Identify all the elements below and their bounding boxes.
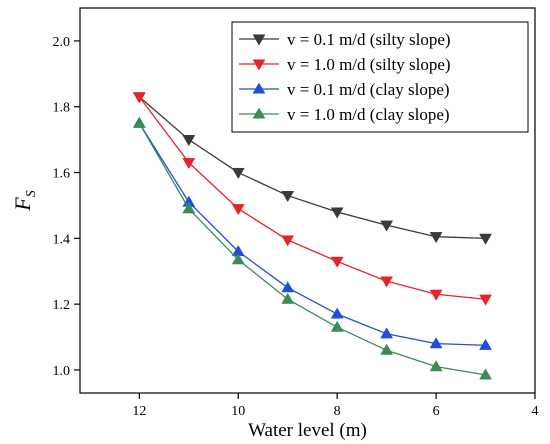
x-tick-label: 6	[433, 404, 440, 419]
plot-marks	[132, 92, 492, 380]
legend-box	[231, 21, 529, 133]
data-point	[330, 207, 344, 219]
data-point	[380, 343, 394, 355]
legend-label: v = 0.1 m/d (silty slope)	[287, 30, 451, 49]
plot-frame	[79, 7, 536, 394]
legend-marker	[252, 59, 266, 71]
data-point	[132, 92, 146, 104]
series-line	[138, 122, 486, 376]
data-point	[429, 232, 443, 244]
legend-entry: v = 1.0 m/d (clay slope)	[239, 105, 450, 124]
legend-entry: v = 1.0 m/d (silty slope)	[239, 55, 451, 74]
data-point	[182, 158, 196, 170]
data-point	[479, 368, 492, 380]
data-point	[330, 307, 344, 319]
legend-marker	[252, 34, 266, 46]
data-point	[281, 190, 295, 203]
y-tick-label: 1.0	[53, 364, 71, 379]
legend-entry: v = 0.1 m/d (clay slope)	[239, 80, 450, 99]
data-point	[429, 289, 443, 301]
data-point	[380, 276, 394, 288]
x-tick-label: 10	[231, 404, 245, 419]
data-point	[182, 135, 196, 147]
y-axis-label: FS	[10, 190, 39, 211]
x-tick-label: 8	[334, 404, 341, 419]
data-point	[231, 204, 245, 216]
data-point	[330, 256, 344, 268]
data-point	[281, 281, 295, 293]
data-point	[330, 320, 344, 332]
series-4	[132, 116, 492, 380]
y-axis-label-main: F	[10, 197, 35, 212]
y-tick-label: 1.8	[53, 101, 71, 116]
data-point	[479, 233, 492, 245]
y-tick-label: 1.6	[53, 167, 71, 182]
legend-marker	[252, 82, 266, 94]
data-point	[281, 235, 295, 247]
data-point	[132, 116, 146, 128]
series-2	[132, 92, 492, 306]
legend-label: v = 1.0 m/d (clay slope)	[287, 105, 450, 124]
legend-entry: v = 0.1 m/d (silty slope)	[239, 30, 451, 49]
legend: v = 0.1 m/d (silty slope) v = 1.0 m/d (si…	[231, 21, 529, 133]
series-line	[138, 96, 486, 300]
data-point	[231, 253, 245, 265]
legend-marker	[252, 107, 266, 119]
y-axis-label-subscript: S	[24, 190, 39, 197]
series-line	[138, 96, 486, 239]
data-point	[429, 360, 443, 372]
data-point	[182, 202, 196, 214]
data-point	[380, 327, 394, 339]
legend-label: v = 1.0 m/d (silty slope)	[287, 55, 451, 74]
series-line	[138, 122, 486, 346]
series-3	[132, 116, 492, 350]
y-tick-label: 2.0	[53, 35, 71, 50]
data-point	[380, 220, 394, 232]
series-1	[132, 92, 492, 245]
x-tick-label: 12	[132, 404, 146, 419]
data-point	[231, 167, 245, 180]
data-point	[281, 292, 295, 304]
y-tick-label: 1.4	[53, 232, 71, 247]
data-point	[479, 338, 492, 350]
data-point	[479, 294, 492, 306]
x-tick-label: 4	[532, 404, 539, 419]
y-tick-label: 1.2	[53, 298, 71, 313]
legend-label: v = 0.1 m/d (clay slope)	[287, 80, 450, 99]
axes: 12 10 8 6 4 1.0 1.2 1.4 1.6 1.8 2.0	[53, 35, 539, 419]
data-point	[429, 337, 443, 349]
x-axis-label: Water level (m)	[248, 420, 367, 441]
